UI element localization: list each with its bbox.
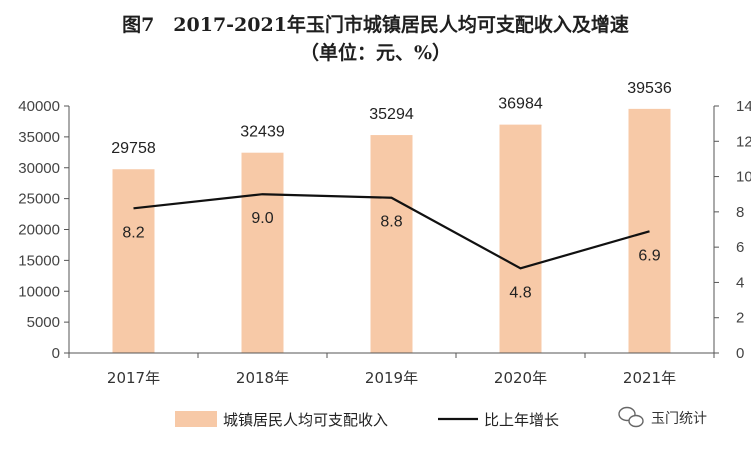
x-tick-label: 2020年 [494,369,547,387]
y-left-tick-label: 5000 [27,314,60,331]
bar [241,152,284,353]
y-right-tick-label: 14 [736,98,751,115]
bar [499,124,542,353]
legend-swatch-bar [175,411,217,427]
wechat-icon [618,406,644,428]
y-right-tick-label: 10 [736,169,751,186]
x-tick-label: 2021年 [623,369,676,387]
bar-value-label: 29758 [111,140,156,157]
y-right-tick-label: 6 [736,239,744,256]
bar-value-label: 35294 [369,106,414,123]
watermark-text: 玉门统计 [651,411,707,427]
legend-label-bar: 城镇居民人均可支配收入 [223,411,388,429]
bar-value-label: 32439 [240,124,285,141]
growth-line [133,193,650,270]
y-left-tick-label: 25000 [18,191,60,208]
line-value-label: 6.9 [638,247,660,264]
line-value-label: 9.0 [251,210,273,227]
chart-subtitle: （单位：元、%） [299,42,452,64]
y-left-tick-label: 40000 [18,98,60,115]
bar [370,135,413,353]
bar [112,169,155,353]
chart-title: 图7 2017-2021年玉门市城镇居民人均可支配收入及增速 [122,14,629,36]
line-value-label: 8.2 [122,224,144,241]
x-tick-label: 2018年 [236,369,289,387]
y-left-tick-label: 20000 [18,222,60,239]
x-tick-label: 2017年 [107,369,160,387]
y-right-tick-label: 8 [736,204,744,221]
bar-value-label: 39536 [627,80,672,97]
line-value-label: 4.8 [509,284,531,301]
y-right-tick-label: 4 [736,274,744,291]
y-right-tick-label: 0 [736,345,744,362]
line-value-label: 8.8 [380,214,402,231]
x-tick-label: 2019年 [365,369,418,387]
bar-value-label: 36984 [498,96,543,113]
y-left-tick-label: 15000 [18,252,60,269]
y-right-tick-label: 12 [736,133,751,150]
y-right-tick-label: 2 [736,310,744,327]
y-left-tick-label: 35000 [18,129,60,146]
bar [628,108,671,353]
y-left-tick-label: 30000 [18,160,60,177]
legend-label-line: 比上年增长 [484,411,559,429]
y-left-tick-label: 0 [52,345,60,362]
y-left-tick-label: 10000 [18,283,60,300]
